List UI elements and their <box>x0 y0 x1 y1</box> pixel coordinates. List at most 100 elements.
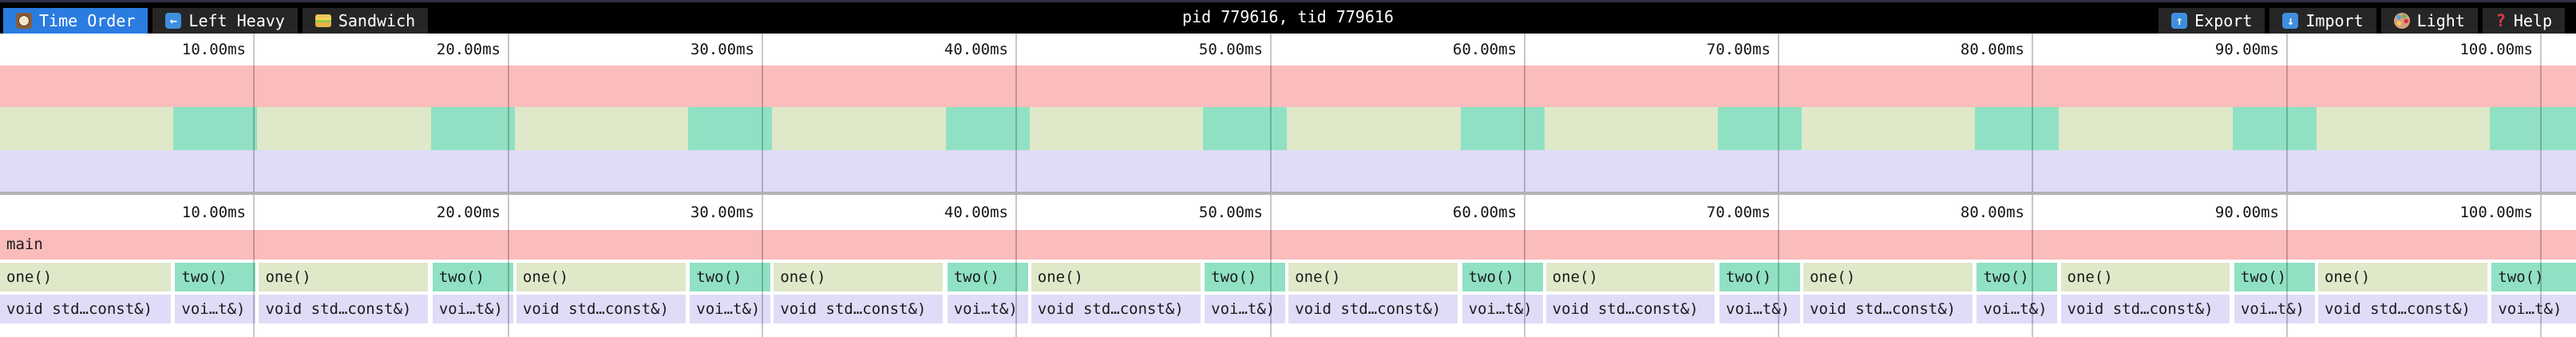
time-tick-label: 70.00ms <box>1706 41 1771 58</box>
minimap-two-segment <box>1203 107 1288 150</box>
minimap-detail-separator <box>0 192 2576 195</box>
time-tick-label: 100.00ms <box>2459 41 2533 58</box>
minimap-two-segment <box>1460 107 1545 150</box>
gridline <box>253 34 255 192</box>
gridline <box>2286 195 2288 337</box>
flame-frame[interactable]: one() <box>0 263 171 291</box>
gridline <box>253 195 255 337</box>
flame-frame[interactable]: void std…const&) <box>259 295 429 323</box>
flame-frame[interactable]: void std…const&) <box>1288 295 1458 323</box>
time-tick-label: 60.00ms <box>1452 204 1517 221</box>
button-label: Help <box>2513 11 2552 30</box>
flame-frame[interactable]: main <box>0 230 2576 260</box>
flame-frame[interactable]: voi…t&) <box>947 295 1028 323</box>
gridline <box>2540 195 2542 337</box>
time-tick-label: 70.00ms <box>1706 204 1771 221</box>
button-label: Import <box>2305 11 2364 30</box>
flame-frame[interactable]: one() <box>516 263 686 291</box>
flame-frame[interactable]: two() <box>690 263 771 291</box>
flame-frame[interactable]: one() <box>774 263 944 291</box>
view-tabs: Time Order ← Left Heavy Sandwich <box>3 8 429 34</box>
minimap-band-main <box>0 65 2576 107</box>
flame-frame[interactable]: void std…const&) <box>1545 295 1715 323</box>
minimap-two-segment <box>1718 107 1802 150</box>
button-label: Light <box>2416 11 2465 30</box>
flame-frame[interactable]: void std…const&) <box>1803 295 1973 323</box>
flame-frame[interactable]: voi…t&) <box>432 295 513 323</box>
flame-frame[interactable]: two() <box>1462 263 1543 291</box>
flame-frame[interactable]: two() <box>175 263 256 291</box>
gridline <box>1524 34 1525 192</box>
import-button[interactable]: ↓ Import <box>2269 8 2376 34</box>
flame-frame[interactable]: two() <box>432 263 513 291</box>
time-tick-label: 60.00ms <box>1452 41 1517 58</box>
flame-frame[interactable]: one() <box>1545 263 1715 291</box>
minimap-two-segment <box>945 107 1030 150</box>
time-tick-label: 90.00ms <box>2214 204 2279 221</box>
time-tick-label: 20.00ms <box>436 204 501 221</box>
tab-left-heavy[interactable]: ← Left Heavy <box>152 8 298 34</box>
flame-frame[interactable]: void std…const&) <box>516 295 686 323</box>
minimap-two-segment <box>2490 107 2576 150</box>
time-tick-label: 80.00ms <box>1960 204 2024 221</box>
minimap-two-segment <box>173 107 258 150</box>
flame-frame[interactable]: two() <box>947 263 1028 291</box>
flame-frame[interactable]: voi…t&) <box>1205 295 1286 323</box>
flame-frame[interactable]: voi…t&) <box>2234 295 2315 323</box>
flame-frame[interactable]: one() <box>2060 263 2230 291</box>
time-tick-label: 50.00ms <box>1198 204 1263 221</box>
time-tick-label: 30.00ms <box>690 204 754 221</box>
flame-frame[interactable]: one() <box>259 263 429 291</box>
minimap-two-segment <box>2232 107 2317 150</box>
flame-frame[interactable]: one() <box>1031 263 1201 291</box>
flame-frame[interactable]: voi…t&) <box>1977 295 2058 323</box>
help-button[interactable]: ? Help <box>2482 8 2565 34</box>
flame-frame[interactable]: one() <box>1803 263 1973 291</box>
toolbar: Time Order ← Left Heavy Sandwich pid 779616… <box>0 0 2576 34</box>
gridline <box>762 34 763 192</box>
export-button[interactable]: ↑ Export <box>2159 8 2265 34</box>
import-icon: ↓ <box>2282 13 2299 29</box>
flame-frame[interactable]: two() <box>1719 263 1801 291</box>
flame-frame[interactable]: voi…t&) <box>690 295 771 323</box>
time-tick-label: 80.00ms <box>1960 41 2024 58</box>
gridline <box>1524 195 1525 337</box>
flame-frame[interactable]: void std…const&) <box>0 295 171 323</box>
gridline <box>2032 195 2033 337</box>
time-tick-label: 10.00ms <box>181 204 246 221</box>
flame-frame[interactable]: void std…const&) <box>1031 295 1201 323</box>
time-tick-label: 10.00ms <box>181 41 246 58</box>
gridline <box>2032 34 2033 192</box>
palette-icon <box>2393 13 2410 29</box>
flame-frame[interactable]: voi…t&) <box>1462 295 1543 323</box>
time-tick-label: 100.00ms <box>2459 204 2533 221</box>
gridline <box>508 195 509 337</box>
button-label: Export <box>2194 11 2253 30</box>
flame-frame[interactable]: two() <box>1977 263 2058 291</box>
tab-label: Left Heavy <box>188 11 285 30</box>
gridline <box>1270 195 1272 337</box>
flame-frame[interactable]: two() <box>2234 263 2315 291</box>
flame-frame[interactable]: voi…t&) <box>1719 295 1801 323</box>
flame-frame[interactable]: voi…t&) <box>2491 295 2576 323</box>
gridline <box>508 34 509 192</box>
flame-frame[interactable]: two() <box>1205 263 1286 291</box>
time-tick-label: 40.00ms <box>944 41 1008 58</box>
sandwich-icon <box>315 14 331 27</box>
minimap-two-segment <box>430 107 515 150</box>
help-icon: ? <box>2495 11 2507 30</box>
flame-frame[interactable]: two() <box>2491 263 2576 291</box>
flame-frame[interactable]: one() <box>2317 263 2487 291</box>
tab-time-order[interactable]: Time Order <box>3 8 148 34</box>
flame-frame[interactable]: void std…const&) <box>2060 295 2230 323</box>
theme-toggle-button[interactable]: Light <box>2380 8 2478 34</box>
gridline <box>1015 195 1017 337</box>
left-arrow-icon: ← <box>165 13 182 29</box>
gridline <box>1015 34 1017 192</box>
flame-frame[interactable]: void std…const&) <box>2317 295 2487 323</box>
flame-frame[interactable]: one() <box>1288 263 1458 291</box>
tab-sandwich[interactable]: Sandwich <box>302 8 429 34</box>
flame-frame[interactable]: void std…const&) <box>774 295 944 323</box>
gridline <box>1778 195 1779 337</box>
flame-frame[interactable]: voi…t&) <box>175 295 256 323</box>
